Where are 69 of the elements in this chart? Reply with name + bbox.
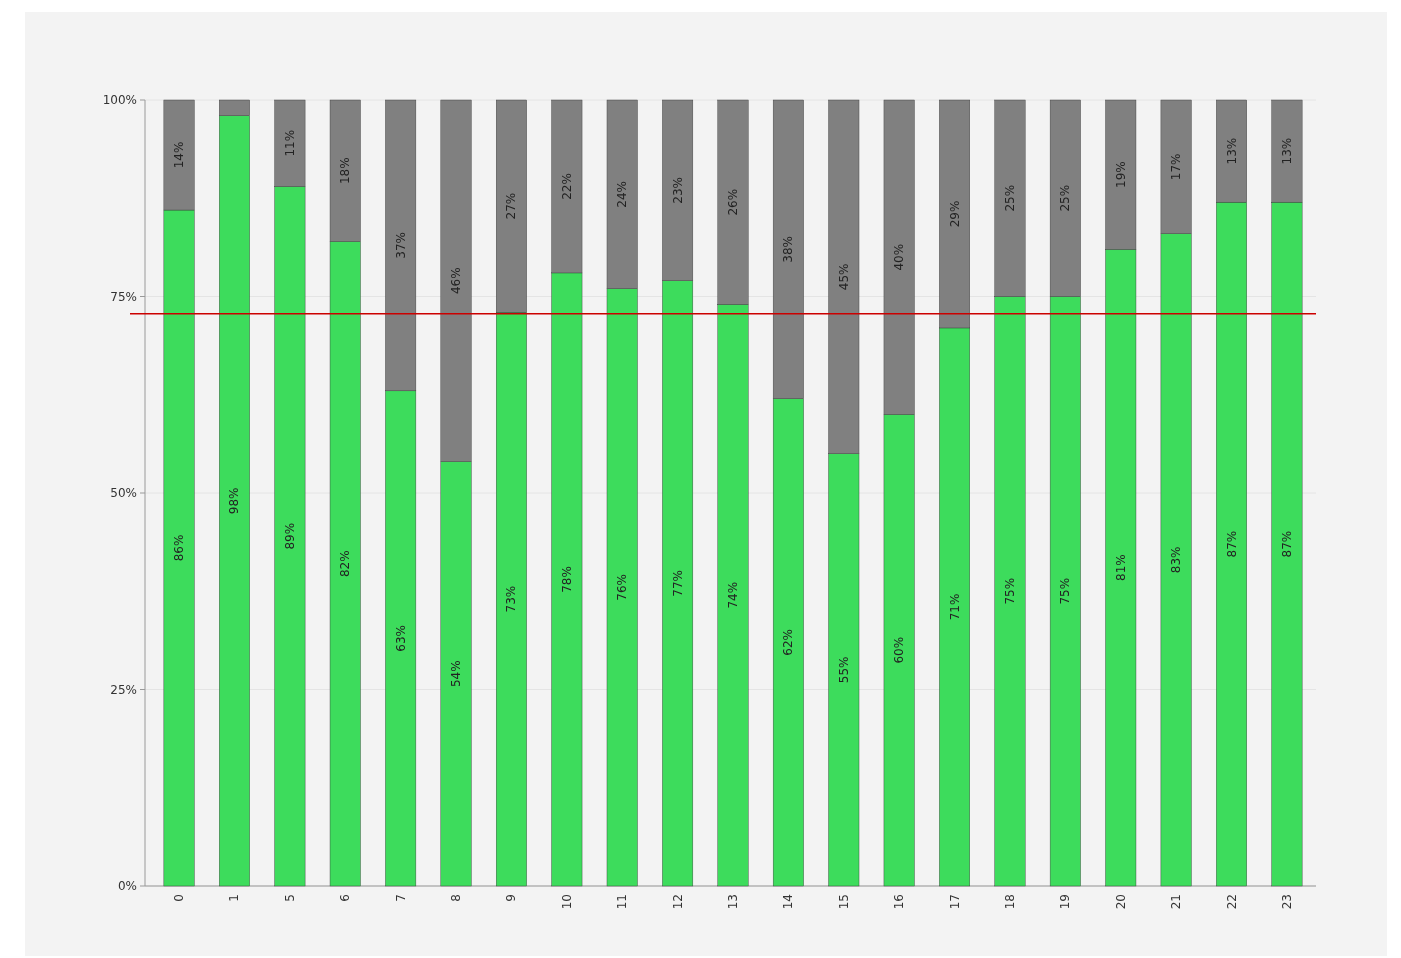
data-label: 74% xyxy=(726,581,740,609)
x-tick-label: 7 xyxy=(393,894,408,902)
bar xyxy=(496,99,527,313)
data-label: 13% xyxy=(1279,137,1294,165)
x-tick-label: 1 xyxy=(227,894,242,902)
data-label: 78% xyxy=(559,566,574,593)
x-tick-label: 8 xyxy=(449,894,464,902)
data-label: 24% xyxy=(615,180,630,208)
x-tick-label: 23 xyxy=(1279,894,1294,910)
data-label: 98% xyxy=(227,487,242,515)
data-label: 45% xyxy=(836,263,851,291)
data-label: 60% xyxy=(892,636,907,664)
x-tick-label: 13 xyxy=(726,894,740,910)
data-label: 83% xyxy=(1169,546,1184,574)
data-label: 23% xyxy=(670,177,685,204)
data-label: 13% xyxy=(1224,137,1239,165)
data-label: 26% xyxy=(726,188,740,216)
data-label: 87% xyxy=(1224,530,1239,558)
data-label: 54% xyxy=(449,660,464,688)
y-tick-label: 100% xyxy=(102,93,137,107)
x-tick-label: 16 xyxy=(892,894,907,910)
data-label: 82% xyxy=(338,550,353,578)
x-tick-label: 20 xyxy=(1113,894,1128,910)
x-tick-label: 6 xyxy=(338,894,353,902)
x-tick-label: 0 xyxy=(172,894,187,902)
y-tick-label: 0% xyxy=(117,879,137,893)
x-tick-label: 22 xyxy=(1224,894,1239,910)
data-label: 89% xyxy=(282,522,297,550)
data-label: 27% xyxy=(504,192,519,220)
data-label: 18% xyxy=(338,157,353,185)
data-label: 73% xyxy=(504,585,519,613)
data-label: 25% xyxy=(1002,184,1017,212)
y-tick-label: 25% xyxy=(110,682,137,697)
data-label: 25% xyxy=(1058,184,1073,212)
data-label: 62% xyxy=(781,629,796,656)
data-label: 86% xyxy=(172,534,187,562)
x-tick-label: 17 xyxy=(947,894,962,910)
data-label: 76% xyxy=(615,573,630,601)
data-label: 14% xyxy=(172,141,187,169)
x-tick-label: 10 xyxy=(559,894,574,910)
y-tick-label: 50% xyxy=(110,486,137,500)
data-label: 81% xyxy=(1113,554,1128,582)
x-tick-label: 14 xyxy=(781,894,796,910)
data-label: 75% xyxy=(1058,577,1073,605)
data-label: 77% xyxy=(670,570,685,597)
x-tick-label: 5 xyxy=(282,894,297,902)
x-tick-label: 11 xyxy=(615,894,630,910)
x-tick-label: 18 xyxy=(1002,894,1017,910)
data-label: 75% xyxy=(1002,577,1017,605)
data-label: 22% xyxy=(559,173,574,200)
data-label: 37% xyxy=(393,232,408,259)
data-label: 17% xyxy=(1169,153,1184,181)
data-label: 11% xyxy=(282,129,297,157)
bar xyxy=(496,312,527,887)
x-tick-label: 19 xyxy=(1058,894,1073,910)
x-tick-label: 12 xyxy=(670,894,685,910)
data-label: 63% xyxy=(393,625,408,652)
x-tick-label: 9 xyxy=(504,894,519,902)
x-tick-label: 15 xyxy=(836,894,851,910)
data-label: 19% xyxy=(1113,161,1128,189)
data-label: 40% xyxy=(892,243,907,271)
data-label: 38% xyxy=(781,236,796,263)
data-label: 87% xyxy=(1279,530,1294,558)
y-tick-label: 75% xyxy=(110,289,137,304)
data-label: 55% xyxy=(836,656,851,684)
data-label: 71% xyxy=(947,593,962,621)
data-label: 29% xyxy=(947,200,962,228)
data-label: 46% xyxy=(449,267,464,295)
x-tick-label: 21 xyxy=(1169,894,1184,910)
